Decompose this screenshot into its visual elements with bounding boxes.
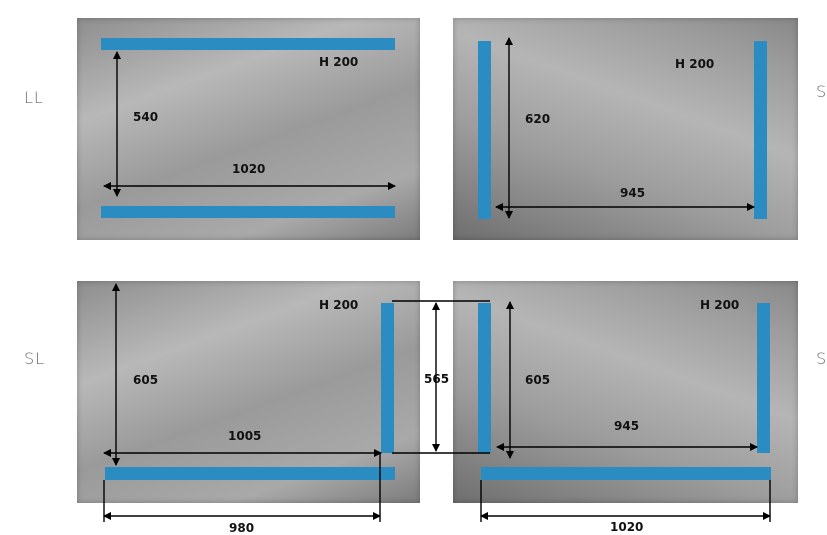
panel-sl-side-label: SL bbox=[24, 349, 46, 368]
panel-sl-height-label: H 200 bbox=[319, 298, 359, 312]
panel-sl-vertical-dim: 605 bbox=[133, 373, 159, 387]
panel-sl2-vertical-dim: 605 bbox=[525, 373, 551, 387]
panel-s-vertical-dim: 620 bbox=[525, 112, 551, 126]
panel-sl2-height-label: H 200 bbox=[700, 298, 740, 312]
panel-sl-plate bbox=[77, 281, 420, 503]
panel-sl-right-bar bbox=[381, 303, 394, 453]
panel-sl-bottom-dim: 980 bbox=[229, 521, 255, 535]
panel-ll-plate bbox=[77, 18, 420, 240]
panel-s-horizontal-dim: 945 bbox=[620, 186, 646, 200]
panel-ll-horizontal-dim: 1020 bbox=[232, 162, 266, 176]
panel-sl2-right-bar bbox=[757, 303, 770, 453]
panel-sl2-bottom-dim: 1020 bbox=[610, 520, 644, 534]
panel-ll-top-bar bbox=[101, 38, 395, 50]
panel-ll-vertical-dim: 540 bbox=[133, 110, 159, 124]
panel-ll-height-label: H 200 bbox=[319, 55, 359, 69]
panel-s-side-label: S bbox=[816, 82, 827, 101]
panel-ll-side-label: LL bbox=[24, 88, 44, 107]
panel-sl2-side-label: Sl bbox=[816, 349, 827, 368]
panel-sl-bottom-bar bbox=[105, 467, 395, 480]
panel-s-height-label: H 200 bbox=[675, 57, 715, 71]
panel-s-right-bar bbox=[754, 41, 767, 219]
panel-ll-bottom-bar bbox=[101, 206, 395, 218]
panel-s-left-bar bbox=[478, 41, 491, 219]
panel-sl2-horizontal-dim: 945 bbox=[614, 419, 640, 433]
panel-sl2-bottom-bar bbox=[481, 467, 771, 480]
panel-sl2-left-bar bbox=[478, 303, 491, 453]
panel-sl-horizontal-dim: 1005 bbox=[228, 429, 262, 443]
